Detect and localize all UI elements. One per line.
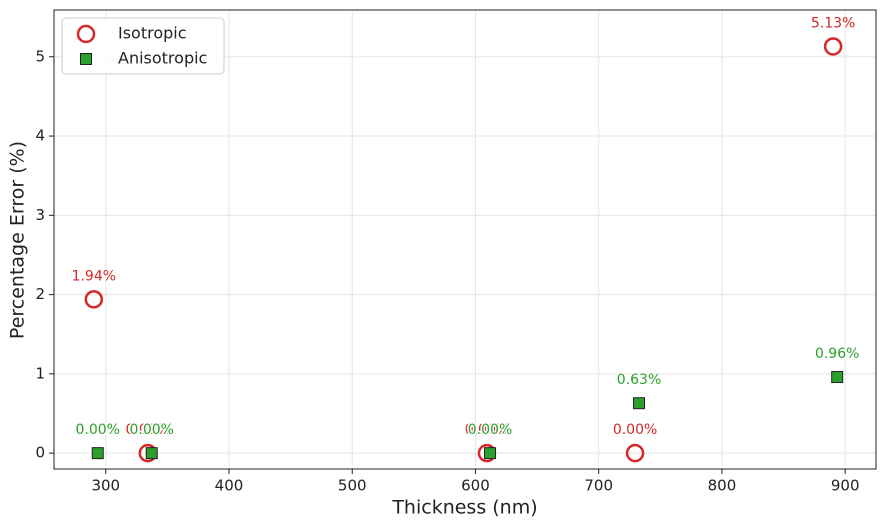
x-tick-label: 700 xyxy=(584,477,613,495)
x-tick-label: 400 xyxy=(215,477,244,495)
y-tick-label: 3 xyxy=(35,206,45,224)
y-tick-label: 5 xyxy=(35,47,45,65)
data-point xyxy=(484,447,497,460)
data-point xyxy=(625,443,645,463)
x-tick-label: 900 xyxy=(831,477,860,495)
y-tick-label: 4 xyxy=(35,127,45,145)
data-label: 0.00% xyxy=(126,422,170,438)
data-point xyxy=(91,447,104,460)
data-label: 0.96% xyxy=(815,346,859,362)
x-axis-label: Thickness (nm) xyxy=(391,497,537,519)
legend-marker xyxy=(80,53,92,65)
legend-marker xyxy=(76,24,96,44)
data-label: 0.63% xyxy=(617,372,661,388)
data-point xyxy=(823,37,843,56)
data-label: 1.94% xyxy=(72,268,116,284)
data-label: 0.00% xyxy=(613,422,657,438)
legend-label: Isotropic xyxy=(118,24,187,43)
legend-label: Anisotropic xyxy=(118,49,207,68)
y-tick-label: 2 xyxy=(35,285,45,303)
plot-frame xyxy=(53,9,877,470)
data-label: 0.00% xyxy=(129,422,173,438)
data-point xyxy=(633,397,646,410)
x-tick-label: 800 xyxy=(708,477,737,495)
x-tick-label: 600 xyxy=(461,477,490,495)
data-label: 0.00% xyxy=(76,422,120,438)
x-tick-label: 500 xyxy=(338,477,367,495)
legend-box xyxy=(61,17,225,75)
x-tick-label: 300 xyxy=(91,477,120,495)
y-tick-label: 1 xyxy=(35,364,45,382)
data-point xyxy=(84,290,104,309)
data-label: 5.13% xyxy=(811,15,855,31)
data-label: 0.00% xyxy=(465,422,509,438)
y-tick-label: 0 xyxy=(35,444,45,462)
data-point xyxy=(831,371,844,384)
data-point xyxy=(145,447,158,460)
data-label: 0.00% xyxy=(468,422,512,438)
y-axis-label: Percentage Error (%) xyxy=(7,141,29,339)
